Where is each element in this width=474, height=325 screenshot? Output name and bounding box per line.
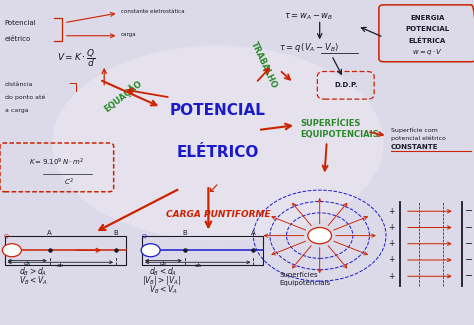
Text: −: − — [465, 271, 473, 281]
Text: constante eletrostática: constante eletrostática — [121, 9, 184, 14]
Text: A: A — [251, 230, 256, 236]
Text: $d_B$: $d_B$ — [56, 261, 65, 270]
Text: −: − — [465, 255, 473, 265]
Text: $V_B < V_A$: $V_B < V_A$ — [149, 283, 178, 295]
Text: +: + — [315, 231, 324, 240]
Text: TRABALHO: TRABALHO — [249, 40, 279, 90]
Text: POTENCIAL: POTENCIAL — [405, 26, 449, 32]
Circle shape — [2, 244, 21, 257]
Text: $|V_B| > |V_A|$: $|V_B| > |V_A|$ — [142, 274, 181, 287]
Text: ELÉTRICO: ELÉTRICO — [177, 145, 259, 160]
Text: +: + — [389, 272, 395, 281]
Text: $d_B < d_A$: $d_B < d_A$ — [149, 265, 177, 278]
Text: $d_B$: $d_B$ — [159, 259, 168, 268]
Text: B: B — [114, 230, 118, 236]
Text: Potencial: Potencial — [5, 20, 36, 26]
Text: +: + — [389, 207, 395, 216]
Text: Superfície com: Superfície com — [391, 127, 438, 133]
Text: $d_A$: $d_A$ — [23, 259, 32, 268]
Text: −: − — [465, 206, 473, 216]
Text: Q: Q — [142, 233, 147, 238]
Text: B: B — [182, 230, 187, 236]
Text: do ponto até: do ponto até — [5, 95, 45, 100]
Bar — [5, 236, 126, 265]
Text: Equipotenciais: Equipotenciais — [280, 280, 330, 286]
Text: CONSTANTE: CONSTANTE — [391, 144, 438, 150]
Text: +: + — [389, 255, 395, 265]
Text: +: + — [389, 223, 395, 232]
Text: potencial elétrico: potencial elétrico — [391, 136, 446, 141]
Text: EQUAÇÃO: EQUAÇÃO — [102, 78, 145, 114]
Text: −: − — [146, 244, 156, 257]
Text: elétrico: elétrico — [5, 36, 31, 42]
Circle shape — [308, 227, 331, 244]
Text: Q: Q — [4, 233, 9, 238]
Text: D.D.P.: D.D.P. — [334, 82, 357, 88]
Ellipse shape — [52, 46, 383, 240]
Text: −: − — [465, 223, 473, 232]
Bar — [142, 236, 263, 265]
Text: $V_B < V_A$: $V_B < V_A$ — [19, 275, 48, 287]
Text: carga: carga — [121, 32, 137, 37]
Text: CARGA PUNTIFORME: CARGA PUNTIFORME — [165, 210, 270, 219]
Text: +: + — [8, 245, 16, 255]
Text: +: + — [389, 239, 395, 248]
Text: Superfícies: Superfícies — [280, 271, 318, 278]
Text: $d_B > d_A$: $d_B > d_A$ — [19, 265, 47, 278]
Text: POTENCIAL: POTENCIAL — [170, 103, 266, 118]
Text: EQUIPOTENCIAIS: EQUIPOTENCIAIS — [301, 130, 379, 139]
Text: distância: distância — [5, 82, 33, 87]
Text: −: − — [465, 239, 473, 249]
Text: $d_A$: $d_A$ — [194, 261, 202, 270]
Text: A: A — [47, 230, 52, 236]
Text: $\tau = q\,(V_A - V_B)$: $\tau = q\,(V_A - V_B)$ — [280, 41, 339, 54]
Text: a carga: a carga — [5, 108, 28, 113]
Text: $K = 9.10^9\,N \cdot m^2$: $K = 9.10^9\,N \cdot m^2$ — [29, 157, 84, 168]
Text: $C^2$: $C^2$ — [64, 176, 73, 188]
Text: $w = q \cdot V$: $w = q \cdot V$ — [412, 47, 443, 57]
Text: ↙: ↙ — [207, 181, 219, 196]
Text: ELÉTRICA: ELÉTRICA — [409, 37, 446, 44]
Text: SUPERFÍCIES: SUPERFÍCIES — [301, 119, 361, 128]
Text: $V = K \cdot \dfrac{Q}{d}$: $V = K \cdot \dfrac{Q}{d}$ — [57, 47, 95, 70]
Circle shape — [141, 244, 160, 257]
Text: $\tau = w_A - w_B$: $\tau = w_A - w_B$ — [284, 11, 333, 21]
Text: ENERGIA: ENERGIA — [410, 15, 445, 21]
